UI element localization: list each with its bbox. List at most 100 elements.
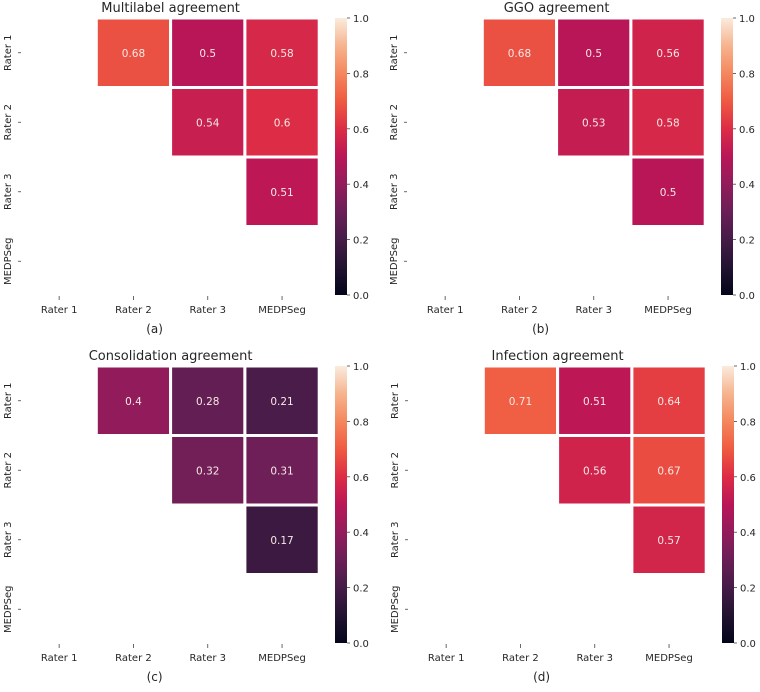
x-tick-label: Rater 3 — [575, 305, 612, 316]
x-tick-label: MEDPSeg — [644, 305, 692, 316]
cell-value-label: 0.32 — [196, 465, 219, 477]
cell-value-label: 0.31 — [270, 465, 293, 477]
y-tick-label: Rater 2 — [389, 104, 400, 141]
colorbar-tick-label: 1.0 — [353, 14, 369, 25]
heatmap-cell — [630, 434, 708, 507]
cell-value-label: 0.68 — [122, 48, 145, 60]
heatmap-cell — [169, 434, 247, 507]
cell-value-label: 0.67 — [657, 465, 680, 477]
cell-value-label: 0.17 — [270, 535, 293, 547]
colorbar-tick-label: 0.4 — [353, 180, 369, 191]
x-tick-label: Rater 1 — [428, 653, 465, 664]
heatmap-cell — [169, 364, 247, 437]
cell-value-label: 0.56 — [583, 465, 607, 477]
heatmap-panel: Consolidation agreement 0.4 0.28 0.21 0.32 0.… — [3, 349, 369, 684]
cell-value-label: 0.21 — [270, 396, 293, 408]
heatmap-cell — [629, 155, 707, 228]
cell-value-label: 0.56 — [656, 48, 680, 60]
cell-value-label: 0.53 — [582, 117, 605, 129]
x-tick-label: Rater 2 — [502, 653, 539, 664]
colorbar-tick-label: 0.2 — [353, 236, 369, 247]
heatmap-cell — [243, 364, 321, 437]
colorbar-tick-label: 0.6 — [740, 473, 756, 484]
heatmap-cell — [480, 16, 559, 89]
cell-value-label: 0.51 — [270, 187, 293, 199]
colorbar-tick-label: 0.6 — [739, 125, 755, 136]
y-tick-label: Rater 2 — [3, 452, 14, 489]
x-tick-label: Rater 3 — [576, 653, 613, 664]
colorbar-tick-label: 0.4 — [353, 528, 369, 539]
heatmap-cell — [556, 434, 634, 507]
y-tick-label: Rater 1 — [3, 382, 14, 419]
colorbar-tick-label: 0.2 — [740, 584, 756, 595]
y-tick-label: MEDPSeg — [390, 585, 401, 633]
colorbar-tick-label: 0.0 — [740, 639, 756, 650]
heatmap-cell — [94, 16, 173, 89]
cell-value-label: 0.28 — [196, 396, 219, 408]
colorbar-tick-label: 0.6 — [353, 125, 369, 136]
colorbar — [335, 366, 347, 643]
colorbar-tick-label: 1.0 — [353, 362, 369, 373]
y-tick-label: MEDPSeg — [3, 585, 14, 633]
heatmap-cell — [629, 16, 707, 89]
colorbar-tick-label: 1.0 — [739, 14, 755, 25]
cell-value-label: 0.5 — [199, 48, 216, 60]
x-tick-label: Rater 3 — [189, 653, 226, 664]
heatmap-panel: Infection agreement 0.71 0.51 0.64 0.56 0.67 0… — [390, 349, 756, 684]
colorbar-tick-label: 0.8 — [740, 417, 756, 428]
cell-value-label: 0.5 — [660, 187, 677, 199]
colorbar-tick-label: 0.2 — [353, 584, 369, 595]
y-tick-label: Rater 1 — [390, 382, 401, 419]
chart-title: Multilabel agreement — [101, 1, 240, 16]
x-tick-label: Rater 1 — [41, 305, 78, 316]
heatmap-cell — [630, 503, 708, 576]
heatmap-cell — [629, 86, 707, 159]
heatmap-cell — [555, 16, 633, 89]
chart-title: GGO agreement — [504, 1, 610, 16]
x-tick-label: Rater 2 — [115, 305, 152, 316]
cell-value-label: 0.5 — [585, 48, 602, 60]
heatmap-panel: GGO agreement 0.68 0.5 0.56 0.53 0.58 0.5 Rater… — [389, 1, 755, 336]
x-tick-label: Rater 3 — [189, 305, 226, 316]
x-tick-label: Rater 2 — [115, 653, 152, 664]
x-tick-label: Rater 2 — [501, 305, 538, 316]
colorbar-tick-label: 0.6 — [353, 473, 369, 484]
x-tick-label: MEDPSeg — [258, 305, 306, 316]
heatmap-cell — [243, 434, 321, 507]
panel-caption: (a) — [146, 322, 163, 336]
cell-value-label: 0.4 — [125, 396, 142, 408]
y-tick-label: MEDPSeg — [3, 237, 14, 285]
y-tick-label: Rater 3 — [3, 521, 14, 558]
cell-value-label: 0.58 — [656, 117, 679, 129]
heatmap-panel: Multilabel agreement 0.68 0.5 0.58 0.54 0.6 0.… — [3, 1, 369, 336]
panel-caption: (d) — [533, 670, 550, 684]
colorbar-tick-label: 1.0 — [740, 362, 756, 373]
cell-value-label: 0.58 — [270, 48, 293, 60]
colorbar-tick-label: 0.0 — [739, 291, 755, 302]
chart-title: Consolidation agreement — [89, 349, 253, 364]
y-tick-label: Rater 3 — [3, 173, 14, 210]
cell-value-label: 0.6 — [274, 117, 291, 129]
colorbar-tick-label: 0.4 — [739, 180, 755, 191]
cell-value-label: 0.54 — [196, 117, 220, 129]
x-tick-label: Rater 1 — [41, 653, 78, 664]
chart-title: Infection agreement — [492, 349, 624, 364]
y-tick-label: Rater 1 — [389, 34, 400, 71]
colorbar-tick-label: 0.8 — [353, 69, 369, 80]
colorbar — [721, 18, 733, 295]
y-tick-label: Rater 3 — [390, 521, 401, 558]
colorbar-tick-label: 0.0 — [353, 639, 369, 650]
cell-value-label: 0.51 — [583, 396, 606, 408]
y-tick-label: Rater 2 — [390, 452, 401, 489]
panel-caption: (b) — [532, 322, 549, 336]
heatmap-cell — [243, 155, 321, 228]
cell-value-label: 0.64 — [657, 396, 681, 408]
colorbar — [722, 366, 734, 643]
y-tick-label: Rater 2 — [3, 104, 14, 141]
y-tick-label: Rater 3 — [389, 173, 400, 210]
colorbar-tick-label: 0.8 — [353, 417, 369, 428]
cell-value-label: 0.68 — [508, 48, 531, 60]
heatmap-cell — [243, 503, 321, 576]
colorbar-tick-label: 0.4 — [740, 528, 756, 539]
